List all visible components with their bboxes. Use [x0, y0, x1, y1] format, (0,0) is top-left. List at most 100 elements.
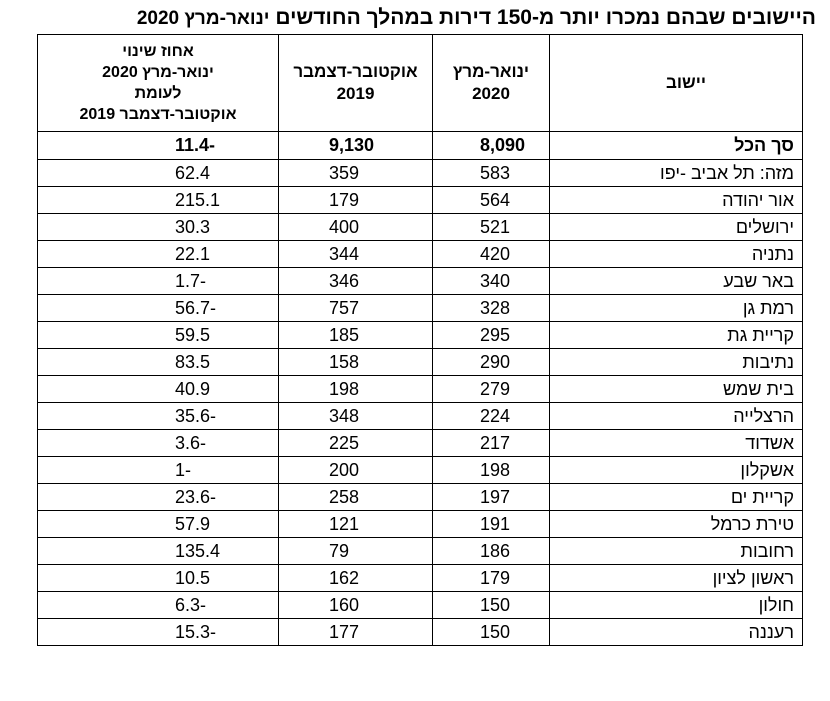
oct-dec-2019-value: 185	[278, 321, 433, 349]
change-percent-value: 23.6-	[37, 483, 279, 511]
jan-mar-2020-value: 224	[432, 402, 550, 430]
jan-mar-2020-value: 197	[432, 483, 550, 511]
oct-dec-2019-value: 79	[278, 537, 433, 565]
header-line: אוקטובר-דצמבר	[293, 62, 418, 81]
change-percent-value: 135.4	[37, 537, 279, 565]
oct-dec-2019-value: 121	[278, 510, 433, 538]
table-row: חולון 150 160 6.3-	[37, 591, 803, 619]
table-row: נתניה 420 344 22.1	[37, 240, 803, 268]
table-row: קריית גת 295 185 59.5	[37, 321, 803, 349]
jan-mar-2020-value: 420	[432, 240, 550, 268]
change-percent-value: 1.7-	[37, 267, 279, 295]
oct-dec-2019-value: 198	[278, 375, 433, 403]
table-row: בית שמש 279 198 40.9	[37, 375, 803, 403]
jan-mar-2020-value: 328	[432, 294, 550, 322]
table-row: הרצלייה 224 348 35.6-	[37, 402, 803, 430]
settlement-name: ראשון לציון	[549, 564, 803, 592]
oct-dec-2019-value: 200	[278, 456, 433, 484]
header-settlement: יישוב	[549, 34, 803, 132]
header-change-percent: אחוז שינוי ינואר-מרץ 2020 לעומת אוקטובר-…	[37, 34, 279, 132]
total-row: סך הכל 8,090 9,130 11.4-	[37, 131, 803, 160]
change-percent-value: 11.4-	[37, 131, 279, 160]
header-line: 2019	[336, 84, 375, 103]
change-percent-value: 62.4	[37, 159, 279, 187]
settlement-name: קריית ים	[549, 483, 803, 511]
settlement-name: רעננה	[549, 618, 803, 646]
table-row: אשקלון 198 200 1-	[37, 456, 803, 484]
jan-mar-2020-value: 583	[432, 159, 550, 187]
table-row: ירושלים 521 400 30.3	[37, 213, 803, 241]
oct-dec-2019-value: 225	[278, 429, 433, 457]
table-row: רעננה 150 177 15.3-	[37, 618, 803, 646]
header-line: ינואר-מרץ	[452, 62, 530, 81]
oct-dec-2019-value: 160	[278, 591, 433, 619]
settlement-name: אור יהודה	[549, 186, 803, 214]
header-line: לעומת	[134, 85, 182, 102]
jan-mar-2020-value: 290	[432, 348, 550, 376]
settlement-name: מזה: תל אביב -יפו	[549, 159, 803, 187]
settlement-name: נתניה	[549, 240, 803, 268]
oct-dec-2019-value: 400	[278, 213, 433, 241]
table-row: ראשון לציון 179 162 10.5	[37, 564, 803, 592]
change-percent-value: 40.9	[37, 375, 279, 403]
change-percent-value: 59.5	[37, 321, 279, 349]
change-percent-value: 3.6-	[37, 429, 279, 457]
change-percent-value: 6.3-	[37, 591, 279, 619]
jan-mar-2020-value: 186	[432, 537, 550, 565]
jan-mar-2020-value: 521	[432, 213, 550, 241]
settlement-name: באר שבע	[549, 267, 803, 295]
table-row: טירת כרמל 191 121 57.9	[37, 510, 803, 538]
sales-table: יישוב ינואר-מרץ 2020 אוקטובר-דצמבר 2019 …	[37, 34, 803, 646]
oct-dec-2019-value: 177	[278, 618, 433, 646]
table-row: מזה: תל אביב -יפו 583 359 62.4	[37, 159, 803, 187]
jan-mar-2020-value: 179	[432, 564, 550, 592]
oct-dec-2019-value: 158	[278, 348, 433, 376]
jan-mar-2020-value: 340	[432, 267, 550, 295]
jan-mar-2020-value: 217	[432, 429, 550, 457]
settlement-name: חולון	[549, 591, 803, 619]
header-jan-mar-2020: ינואר-מרץ 2020	[432, 34, 550, 132]
oct-dec-2019-value: 757	[278, 294, 433, 322]
settlement-name: טירת כרמל	[549, 510, 803, 538]
change-percent-value: 22.1	[37, 240, 279, 268]
jan-mar-2020-value: 8,090	[432, 131, 550, 160]
header-line: ינואר-מרץ 2020	[102, 64, 214, 81]
change-percent-value: 1-	[37, 456, 279, 484]
settlement-name: בית שמש	[549, 375, 803, 403]
settlement-name: ירושלים	[549, 213, 803, 241]
change-percent-value: 15.3-	[37, 618, 279, 646]
jan-mar-2020-value: 295	[432, 321, 550, 349]
table-row: באר שבע 340 346 1.7-	[37, 267, 803, 295]
jan-mar-2020-value: 564	[432, 186, 550, 214]
change-percent-value: 10.5	[37, 564, 279, 592]
change-percent-value: 30.3	[37, 213, 279, 241]
table-row: רחובות 186 79 135.4	[37, 537, 803, 565]
change-percent-value: 57.9	[37, 510, 279, 538]
table-row: רמת גן 328 757 56.7-	[37, 294, 803, 322]
title-period: ינואר-מרץ 2020	[136, 8, 270, 29]
oct-dec-2019-value: 344	[278, 240, 433, 268]
header-oct-dec-2019: אוקטובר-דצמבר 2019	[278, 34, 433, 132]
table-row: אשדוד 217 225 3.6-	[37, 429, 803, 457]
oct-dec-2019-value: 258	[278, 483, 433, 511]
change-percent-value: 215.1	[37, 186, 279, 214]
oct-dec-2019-value: 9,130	[278, 131, 433, 160]
table-row: אור יהודה 564 179 215.1	[37, 186, 803, 214]
settlement-name: נתיבות	[549, 348, 803, 376]
oct-dec-2019-value: 359	[278, 159, 433, 187]
header-line: אחוז שינוי	[122, 43, 194, 60]
jan-mar-2020-value: 279	[432, 375, 550, 403]
header-row: יישוב ינואר-מרץ 2020 אוקטובר-דצמבר 2019 …	[37, 34, 803, 132]
change-percent-value: 35.6-	[37, 402, 279, 430]
settlement-name: רמת גן	[549, 294, 803, 322]
header-line: 2020	[472, 84, 510, 103]
oct-dec-2019-value: 162	[278, 564, 433, 592]
settlement-name: אשקלון	[549, 456, 803, 484]
jan-mar-2020-value: 198	[432, 456, 550, 484]
header-line: אוקטובר-דצמבר 2019	[79, 106, 237, 123]
jan-mar-2020-value: 191	[432, 510, 550, 538]
oct-dec-2019-value: 346	[278, 267, 433, 295]
jan-mar-2020-value: 150	[432, 618, 550, 646]
settlement-name: קריית גת	[549, 321, 803, 349]
table-title: היישובים שבהם נמכרו יותר מ-150 דירות במה…	[10, 3, 816, 33]
